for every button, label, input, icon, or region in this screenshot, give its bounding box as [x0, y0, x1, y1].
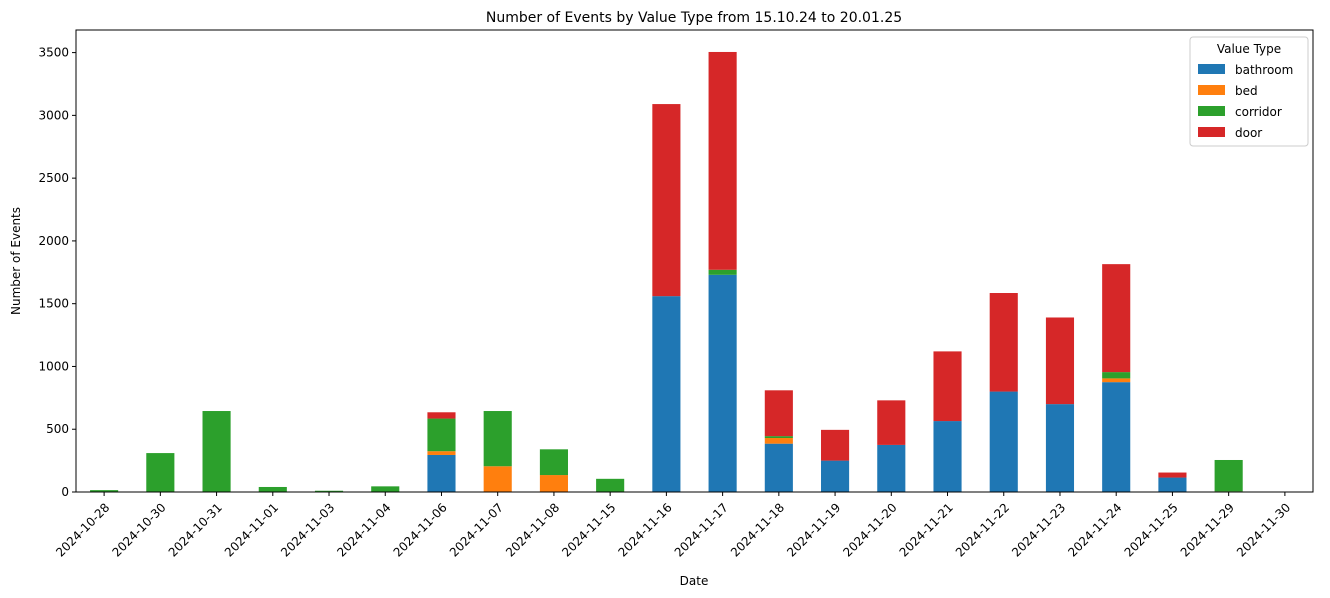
x-tick-label: 2024-11-08	[503, 500, 562, 559]
x-axis-ticks: 2024-10-282024-10-302024-10-312024-11-01…	[53, 492, 1293, 560]
bar-bathroom-2024-11-25	[1158, 477, 1187, 492]
bar-bathroom-2024-11-23	[1045, 404, 1075, 492]
bar-bathroom-2024-11-22	[989, 391, 1018, 492]
bar-corridor-2024-11-06	[427, 418, 456, 452]
bar-corridor-2024-11-01	[258, 486, 287, 492]
bar-door-2024-11-16	[652, 104, 681, 297]
bar-bed-2024-11-07	[483, 466, 512, 492]
y-tick-label: 3500	[38, 46, 69, 60]
y-tick-label: 1500	[38, 297, 69, 311]
x-tick-label: 2024-11-07	[447, 500, 506, 559]
x-tick-label: 2024-11-15	[559, 500, 618, 559]
x-axis-label: Date	[680, 574, 709, 588]
bar-bed-2024-11-18	[764, 438, 793, 444]
x-tick-label: 2024-11-23	[1009, 500, 1068, 559]
y-tick-label: 3000	[38, 108, 69, 122]
chart-title: Number of Events by Value Type from 15.1…	[486, 10, 902, 26]
bar-door-2024-11-06	[427, 412, 456, 419]
y-axis-ticks: 0 500 1000 1500 2000 2500 3000 3500	[38, 46, 76, 499]
x-tick-label: 2024-11-17	[672, 500, 731, 559]
x-tick-label: 2024-11-30	[1234, 500, 1293, 559]
x-tick-label: 2024-10-30	[109, 500, 168, 559]
x-tick-label: 2024-11-20	[840, 500, 899, 559]
bar-bathroom-2024-11-21	[933, 421, 962, 492]
bar-door-2024-11-18	[764, 390, 793, 437]
x-tick-label: 2024-11-21	[897, 500, 956, 559]
bar-corridor-2024-11-08	[539, 449, 568, 476]
bar-corridor-2024-11-07	[483, 411, 512, 467]
bar-corridor-2024-11-17	[708, 269, 737, 275]
bar-corridor-2024-11-04	[371, 486, 400, 492]
legend-label-bathroom: bathroom	[1235, 63, 1293, 77]
bar-corridor-2024-10-28	[90, 490, 119, 492]
bar-corridor-2024-11-15	[596, 478, 625, 492]
x-tick-label: 2024-11-22	[953, 500, 1012, 559]
legend-label-bed: bed	[1235, 84, 1258, 98]
y-tick-label: 1000	[38, 359, 69, 373]
bar-corridor-2024-11-24	[1102, 372, 1131, 379]
plot-frame	[75, 29, 1314, 493]
x-tick-label: 2024-11-19	[784, 500, 843, 559]
x-tick-label: 2024-11-01	[222, 500, 281, 559]
bar-corridor-2024-11-18	[764, 436, 793, 439]
bar-door-2024-11-25	[1158, 472, 1187, 478]
legend-label-door: door	[1235, 126, 1262, 140]
bar-bed-2024-11-24	[1102, 378, 1131, 383]
x-tick-label: 2024-11-03	[278, 500, 337, 559]
x-tick-label: 2024-11-25	[1122, 500, 1181, 559]
bar-bathroom-2024-11-17	[708, 274, 737, 492]
bar-corridor-2024-11-29	[1214, 459, 1243, 492]
x-tick-label: 2024-11-04	[334, 500, 393, 559]
x-tick-label: 2024-10-31	[166, 500, 225, 559]
x-tick-label: 2024-11-16	[616, 500, 675, 559]
bar-corridor-2024-10-30	[146, 453, 175, 492]
bar-door-2024-11-23	[1045, 317, 1075, 405]
x-tick-label: 2024-11-29	[1178, 500, 1237, 559]
legend-swatch-corridor	[1198, 106, 1225, 116]
bar-bathroom-2024-11-20	[877, 444, 906, 492]
legend-swatch-bed	[1198, 85, 1225, 95]
y-axis-label: Number of Events	[9, 207, 23, 315]
bar-bathroom-2024-11-06	[427, 454, 456, 492]
x-tick-label: 2024-11-18	[728, 500, 787, 559]
x-tick-label: 2024-11-06	[391, 500, 450, 559]
y-tick-label: 2500	[38, 171, 69, 185]
bar-corridor-2024-11-03	[314, 490, 344, 492]
bar-corridor-2024-10-31	[202, 411, 231, 492]
legend-swatch-door	[1198, 127, 1225, 137]
bar-door-2024-11-19	[821, 429, 850, 461]
bar-door-2024-11-24	[1102, 264, 1131, 373]
bar-door-2024-11-21	[933, 351, 962, 422]
legend-title: Value Type	[1217, 42, 1281, 56]
bar-door-2024-11-22	[989, 293, 1018, 392]
bar-bathroom-2024-11-16	[652, 296, 681, 492]
bar-door-2024-11-20	[877, 400, 906, 445]
y-tick-label: 2000	[38, 234, 69, 248]
bar-bathroom-2024-11-19	[821, 460, 850, 492]
legend-items: bathroom bed corridor door	[1198, 63, 1293, 140]
bar-bed-2024-11-08	[539, 475, 568, 492]
legend-swatch-bathroom	[1198, 64, 1225, 74]
x-tick-label: 2024-10-28	[53, 500, 112, 559]
bar-bed-2024-11-06	[427, 451, 456, 455]
legend: Value Type bathroom bed corridor door	[1189, 36, 1309, 147]
y-tick-label: 500	[46, 422, 69, 436]
x-tick-label: 2024-11-24	[1065, 500, 1124, 559]
bar-layer	[90, 51, 1243, 492]
legend-label-corridor: corridor	[1235, 105, 1282, 119]
bar-door-2024-11-17	[708, 51, 737, 270]
bar-bathroom-2024-11-24	[1102, 382, 1131, 492]
bar-bathroom-2024-11-18	[764, 443, 793, 492]
y-tick-label: 0	[61, 485, 69, 499]
